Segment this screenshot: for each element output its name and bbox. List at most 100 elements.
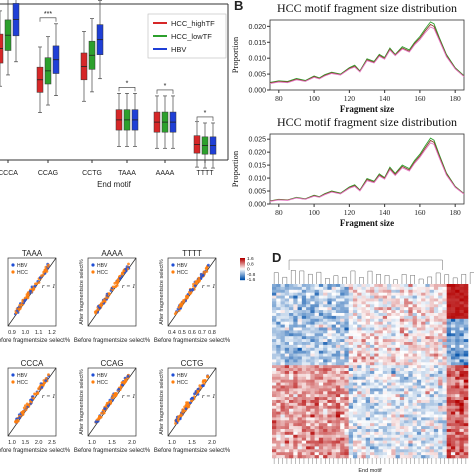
heatmap-cell	[361, 368, 367, 372]
heatmap-cell	[301, 339, 307, 343]
heatmap-cell	[421, 310, 426, 314]
heatmap-cell	[429, 402, 435, 407]
heatmap-cell	[310, 310, 315, 314]
x-tick-label: 180	[450, 94, 462, 103]
heatmap-cell	[455, 301, 460, 305]
heatmap-cell	[352, 455, 358, 459]
colorbar-step	[240, 258, 245, 260]
heatmap-cell	[370, 336, 375, 340]
heatmap-cell	[399, 289, 405, 293]
colorbar-step	[240, 272, 245, 274]
heatmap-cell	[331, 362, 337, 366]
scatter-title: AAAA	[101, 249, 123, 258]
heatmap-cell	[361, 452, 367, 456]
heatmap-cell	[318, 455, 324, 459]
heatmap-cell	[297, 408, 303, 412]
heatmap-cell	[289, 368, 294, 372]
heatmap-cell	[276, 382, 281, 386]
heatmap-cell	[361, 347, 367, 351]
heatmap-cell	[370, 324, 375, 328]
legend-label: HCC_lowTF	[171, 32, 212, 41]
heatmap-cell	[421, 405, 426, 409]
heatmap-cell	[284, 391, 290, 395]
heatmap-cell	[310, 339, 315, 343]
heatmap-cell	[348, 330, 354, 334]
scatter-point	[42, 270, 46, 274]
heatmap-cell	[284, 321, 290, 325]
heatmap-cell	[361, 339, 367, 343]
heatmap-cell	[306, 426, 311, 430]
heatmap-cell	[404, 301, 409, 305]
heatmap-cell	[395, 362, 401, 366]
x-tick-label: 100	[308, 94, 320, 103]
heatmap-cell	[425, 426, 430, 430]
heatmap-cell	[442, 420, 447, 424]
heatmap-cell	[306, 440, 311, 444]
heatmap-cell	[416, 440, 422, 444]
heatmap-cell	[395, 289, 401, 293]
heatmap-cell	[463, 289, 469, 293]
heatmap-cell	[280, 307, 286, 311]
heatmap-cell	[314, 353, 320, 357]
heatmap-cell	[344, 408, 349, 412]
heatmap-cell	[314, 373, 320, 378]
scatter-point	[201, 380, 205, 384]
heatmap-cell	[331, 350, 337, 354]
heatmap-cell	[450, 353, 456, 357]
heatmap-cell	[306, 289, 311, 293]
heatmap-cell	[450, 350, 456, 354]
heatmap-cell	[412, 408, 418, 412]
heatmap-cell	[395, 307, 401, 311]
heatmap-cell	[272, 313, 277, 317]
heatmap-cell	[442, 333, 447, 337]
heatmap-cell	[348, 284, 354, 288]
scatter-point	[197, 276, 201, 280]
heatmap-cell	[301, 426, 307, 430]
heatmap-cell	[348, 333, 354, 337]
heatmap-cell	[310, 408, 315, 412]
heatmap-cell	[391, 405, 396, 409]
heatmap-cell	[306, 286, 311, 291]
heatmap-cell	[280, 452, 286, 456]
heatmap-cell	[276, 304, 281, 308]
heatmap-cell	[344, 350, 349, 354]
heatmap-cell	[357, 455, 362, 459]
heatmap-cell	[289, 411, 294, 415]
heatmap-cell	[361, 310, 367, 314]
heatmap-cell	[412, 330, 418, 334]
heatmap-cell	[421, 295, 426, 299]
heatmap-cell	[314, 405, 320, 409]
heatmap-cell	[450, 318, 456, 322]
heatmap-cell	[272, 284, 277, 288]
heatmap-cell	[391, 350, 396, 354]
heatmap-cell	[306, 344, 311, 349]
heatmap-cell	[455, 437, 460, 441]
scatter-point	[118, 277, 122, 280]
legend-label: HBV	[97, 373, 108, 379]
heatmap-cell	[463, 373, 469, 378]
panel-letter-b: B	[234, 0, 244, 13]
heatmap-cell	[421, 414, 426, 418]
heatmap-cell	[352, 298, 358, 302]
heatmap-cell	[391, 284, 396, 288]
heatmap-cell	[340, 402, 345, 407]
heatmap-cell	[416, 423, 422, 427]
heatmap-cell	[391, 307, 396, 311]
heatmap-cell	[276, 289, 281, 293]
heatmap-cell	[344, 368, 349, 372]
heatmap-cell	[446, 417, 452, 421]
heatmap-cell	[391, 388, 396, 392]
heatmap-cell	[314, 362, 320, 366]
heatmap-cell	[408, 359, 413, 363]
heatmap-cell	[374, 347, 379, 351]
heatmap-cell	[352, 429, 358, 433]
scatter-point	[44, 377, 48, 380]
heatmap-cell	[382, 446, 388, 450]
heatmap-cell	[399, 371, 405, 375]
heatmap-cell	[314, 307, 320, 311]
heatmap-cell	[412, 402, 418, 407]
heatmap-cell	[382, 284, 388, 288]
heatmap-cell	[459, 371, 465, 375]
heatmap-cell	[361, 365, 367, 369]
heatmap-cell	[382, 298, 388, 302]
